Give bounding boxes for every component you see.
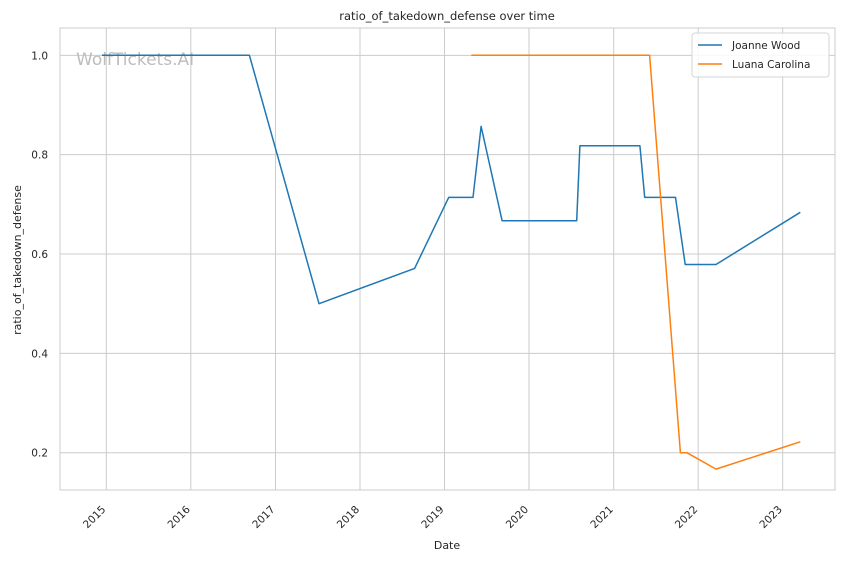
grid-lines (60, 28, 835, 490)
y-tick-label: 0.4 (31, 348, 48, 360)
legend: Joanne Wood Luana Carolina (691, 32, 830, 78)
legend-label-joanne-wood: Joanne Wood (731, 40, 800, 52)
y-tick-label: 1.0 (31, 50, 48, 62)
watermark: WolfTickets.AI (76, 50, 194, 70)
y-axis-ticks: 0.2 0.4 0.6 0.8 1.0 (31, 50, 48, 459)
y-axis-label: ratio_of_takedown_defense (11, 185, 24, 335)
x-axis-label: Date (434, 539, 461, 552)
chart-title: ratio_of_takedown_defense over time (339, 9, 555, 23)
series-layer (101, 54, 801, 470)
y-tick-label: 0.2 (31, 448, 48, 460)
series-line-joanne-wood (101, 54, 801, 305)
plot-frame (59, 27, 836, 491)
series-line-luana-carolina (471, 54, 801, 470)
legend-label-luana-carolina: Luana Carolina (732, 59, 810, 71)
y-tick-label: 0.6 (31, 249, 48, 261)
plot-area (60, 28, 835, 490)
legend-box (691, 32, 830, 78)
y-tick-label: 0.8 (31, 150, 48, 162)
